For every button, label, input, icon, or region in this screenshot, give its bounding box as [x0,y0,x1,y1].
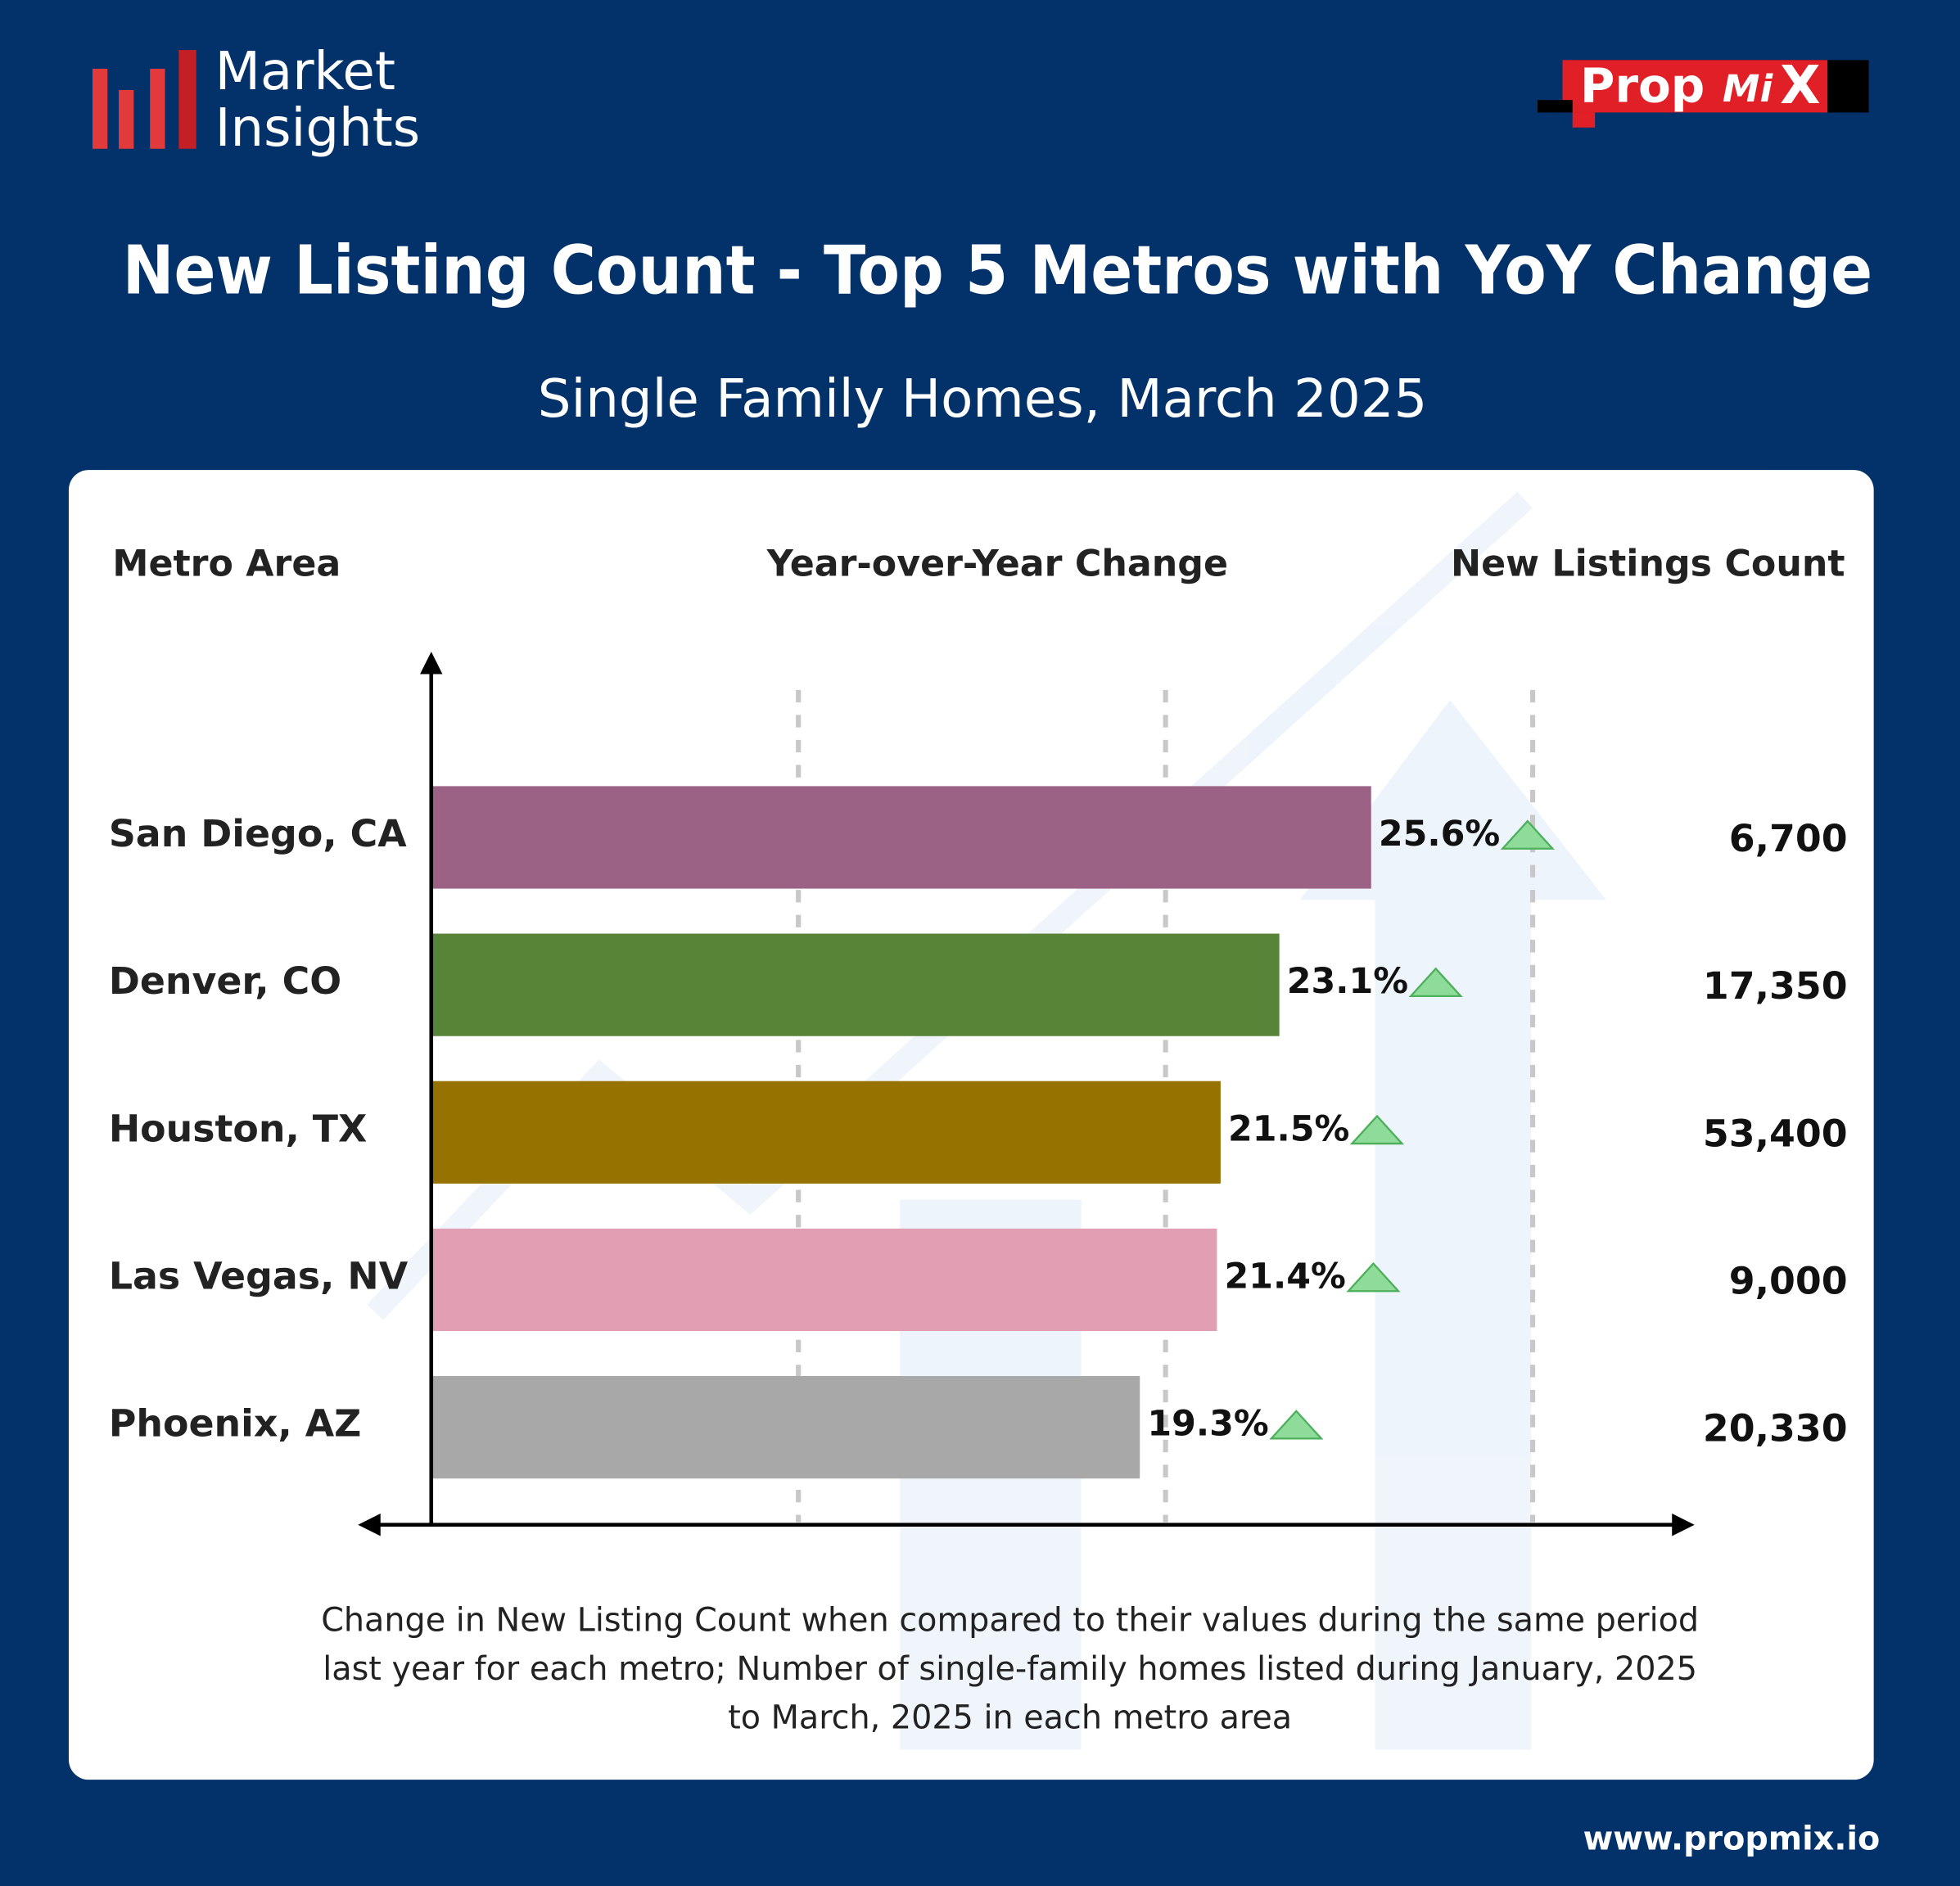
value-label: 21.5% [1228,1108,1349,1149]
up-arrow [1269,1410,1324,1440]
bar [431,933,1280,1036]
column-header: Year-over-Year Change [766,544,1228,585]
logo-text: Prop [1580,58,1705,114]
bar [431,1376,1140,1479]
chart-title: New Listing Count - Top 5 Metros with Yo… [123,231,1873,309]
value-label: 19.3% [1147,1404,1268,1445]
count-label: 9,000 [1729,1259,1848,1303]
brand-line: Insights [215,97,421,159]
logo: Prop Mi X [1537,55,1869,128]
bar [431,1228,1217,1332]
bar [431,1081,1221,1184]
note: to March, 2025 in each metro area [728,1699,1292,1736]
count-label: 53,400 [1703,1111,1848,1155]
note: Change in New Listing Count when compare… [321,1601,1699,1639]
value-label: 21.4% [1225,1256,1346,1297]
logo-text: Mi [1723,66,1774,111]
bar [431,786,1371,889]
up-arrow [1346,1261,1401,1293]
value-label: 25.6% [1379,814,1500,855]
plot: San Diego, CA 25.6% 6,700 Denver, CO 23.1% 17… [109,689,1848,1523]
note: last year for each metro; Number of sing… [323,1650,1697,1688]
column-header: New Listings Count [1451,544,1845,585]
up-arrow [1349,1114,1405,1145]
category-label: Denver, CO [109,959,341,1003]
chart-subtitle: Single Family Homes, March 2025 [538,368,1428,430]
brand-icon [92,50,196,149]
count-label: 17,350 [1703,963,1848,1008]
category-label: San Diego, CA [109,811,407,855]
up-arrow [1500,819,1555,850]
category-label: Las Vegas, NV [109,1253,409,1297]
logo-text: X [1780,55,1820,116]
count-label: 20,330 [1703,1406,1848,1451]
value-label: 23.1% [1287,961,1408,1002]
column-header: Metro Area [112,544,341,585]
brand-line: Market [215,41,395,102]
category-label: Houston, TX [109,1106,368,1150]
up-arrow [1408,967,1463,998]
count-label: 6,700 [1729,816,1848,860]
category-label: Phoenix, AZ [109,1401,362,1446]
footer-url: www.propmix.io [1583,1820,1881,1857]
